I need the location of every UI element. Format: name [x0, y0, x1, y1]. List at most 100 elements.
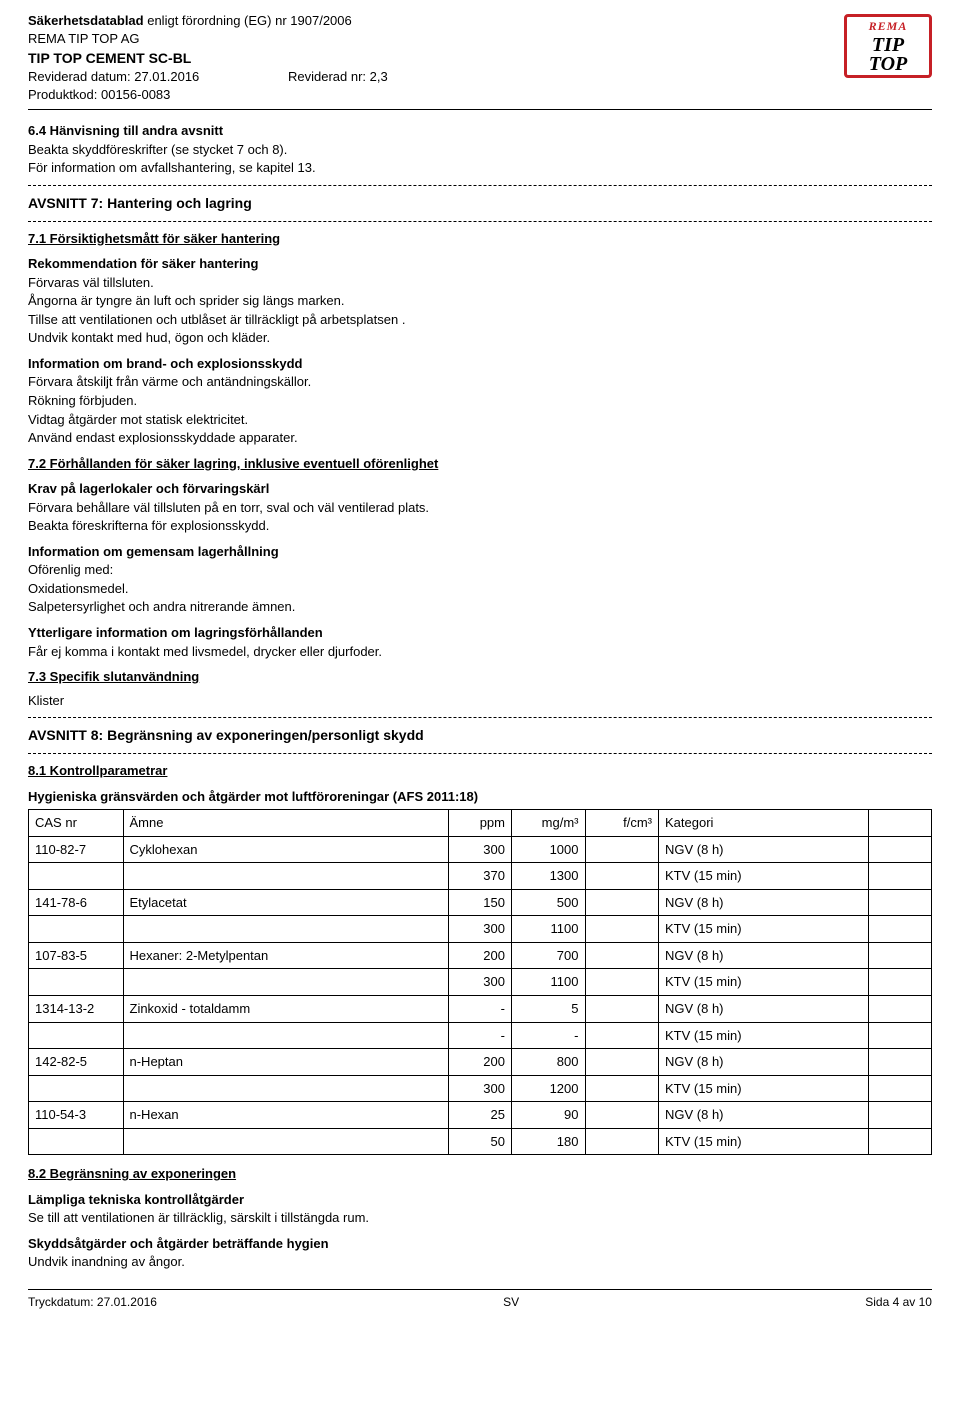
table-cell [869, 1075, 932, 1102]
header-company: REMA TIP TOP AG [28, 30, 728, 48]
table-cell [123, 863, 449, 890]
fire-line4: Använd endast explosionsskyddade apparat… [28, 429, 932, 447]
table-cell [29, 863, 124, 890]
section-divider-4 [28, 753, 932, 754]
table-cell: 142-82-5 [29, 1049, 124, 1076]
table-cell: 150 [449, 889, 512, 916]
section-8-2-title: 8.2 Begränsning av exponeringen [28, 1165, 932, 1183]
section-7-1-title: 7.1 Försiktighetsmått för säker hanterin… [28, 230, 932, 248]
table-cell: 1100 [512, 916, 586, 943]
table-cell: 500 [512, 889, 586, 916]
table-row: 107-83-5Hexaner: 2-Metylpentan200700NGV … [29, 942, 932, 969]
table-cell [869, 863, 932, 890]
th-amne: Ämne [123, 810, 449, 837]
section-divider-1 [28, 185, 932, 186]
table-cell: 300 [449, 836, 512, 863]
section-6-4: 6.4 Hänvisning till andra avsnitt Beakta… [28, 122, 932, 177]
section-divider-3 [28, 717, 932, 718]
table-cell: NGV (8 h) [659, 942, 869, 969]
section-7-2-title: 7.2 Förhållanden för säker lagring, inkl… [28, 455, 932, 473]
table-cell [585, 996, 659, 1023]
table-cell: - [449, 996, 512, 1023]
logo-rema-text: REMA [869, 18, 908, 34]
footer-print-date: Tryckdatum: 27.01.2016 [28, 1294, 157, 1310]
table-cell: 300 [449, 969, 512, 996]
table-cell [29, 969, 124, 996]
additional-storage-line1: Får ej komma i kontakt med livsmedel, dr… [28, 643, 932, 661]
joint-storage-line1: Oförenlig med: [28, 561, 932, 579]
table-cell [869, 1128, 932, 1155]
table-cell [869, 969, 932, 996]
table-body: 110-82-7Cyklohexan3001000NGV (8 h)370130… [29, 836, 932, 1155]
table-cell: 300 [449, 916, 512, 943]
section-7-3-title: 7.3 Specifik slutanvändning [28, 668, 932, 686]
table-cell: 90 [512, 1102, 586, 1129]
table-cell: 50 [449, 1128, 512, 1155]
table-row: 1314-13-2Zinkoxid - totaldamm-5NGV (8 h) [29, 996, 932, 1023]
joint-storage-line2: Oxidationsmedel. [28, 580, 932, 598]
footer-lang: SV [503, 1294, 519, 1310]
table-cell [869, 1049, 932, 1076]
table-row: 3001100KTV (15 min) [29, 916, 932, 943]
table-cell [585, 1102, 659, 1129]
page-footer: Tryckdatum: 27.01.2016 SV Sida 4 av 10 [28, 1289, 932, 1310]
table-cell [585, 916, 659, 943]
table-cell [585, 1128, 659, 1155]
table-cell: - [449, 1022, 512, 1049]
table-cell: Cyklohexan [123, 836, 449, 863]
recommendation-line1: Förvaras väl tillsluten. [28, 274, 932, 292]
table-cell: 5 [512, 996, 586, 1023]
block-additional-storage: Ytterligare information om lagringsförhå… [28, 624, 932, 660]
recommendation-line3: Tillse att ventilationen och utblåset är… [28, 311, 932, 329]
page-header: Säkerhetsdatablad enligt förordning (EG)… [28, 12, 932, 103]
table-cell: Zinkoxid - totaldamm [123, 996, 449, 1023]
logo-top-text: TOP [869, 55, 908, 74]
th-ppm: ppm [449, 810, 512, 837]
table-cell [29, 916, 124, 943]
section-7-title: AVSNITT 7: Hantering och lagring [28, 194, 932, 213]
header-revision-row: Reviderad datum: 27.01.2016 Reviderad nr… [28, 68, 728, 86]
table-cell: 110-82-7 [29, 836, 124, 863]
joint-storage-line3: Salpetersyrlighet och andra nitrerande ä… [28, 598, 932, 616]
table-cell: 110-54-3 [29, 1102, 124, 1129]
block-technical-controls: Lämpliga tekniska kontrollåtgärder Se ti… [28, 1191, 932, 1227]
footer-page-number: Sida 4 av 10 [865, 1294, 932, 1310]
header-divider [28, 109, 932, 110]
storage-req-line1: Förvara behållare väl tillsluten på en t… [28, 499, 932, 517]
table-cell [869, 889, 932, 916]
th-mgm3: mg/m³ [512, 810, 586, 837]
table-cell: NGV (8 h) [659, 836, 869, 863]
table-cell [123, 1128, 449, 1155]
table-cell [585, 1022, 659, 1049]
table-cell: KTV (15 min) [659, 1022, 869, 1049]
table-cell: 800 [512, 1049, 586, 1076]
section-6-4-line2: För information om avfallshantering, se … [28, 159, 932, 177]
section-8-title: AVSNITT 8: Begränsning av exponeringen/p… [28, 726, 932, 745]
header-doc-title: Säkerhetsdatablad enligt förordning (EG)… [28, 12, 728, 30]
recommendation-title: Rekommendation för säker hantering [28, 255, 932, 273]
table-cell [123, 916, 449, 943]
table-cell: 1100 [512, 969, 586, 996]
table-cell [29, 1128, 124, 1155]
block-joint-storage: Information om gemensam lagerhållning Of… [28, 543, 932, 616]
table-cell: 370 [449, 863, 512, 890]
table-cell: 200 [449, 1049, 512, 1076]
technical-controls-line1: Se till att ventilationen är tillräcklig… [28, 1209, 932, 1227]
fire-line2: Rökning förbjuden. [28, 392, 932, 410]
table-cell: 1300 [512, 863, 586, 890]
header-revision-number: Reviderad nr: 2,3 [288, 68, 388, 86]
table-cell [585, 1049, 659, 1076]
table-cell: KTV (15 min) [659, 863, 869, 890]
table-cell: 25 [449, 1102, 512, 1129]
table-cell [869, 996, 932, 1023]
table-cell: n-Hexan [123, 1102, 449, 1129]
table-cell [869, 1022, 932, 1049]
table-cell: 300 [449, 1075, 512, 1102]
table-cell: Etylacetat [123, 889, 449, 916]
th-blank [869, 810, 932, 837]
table-cell [869, 1102, 932, 1129]
table-cell [123, 1075, 449, 1102]
section-6-4-line1: Beakta skyddföreskrifter (se stycket 7 o… [28, 141, 932, 159]
logo-rema-tiptop: REMA TIP TOP [844, 14, 932, 78]
logo-tip-text: TIP [872, 36, 904, 55]
